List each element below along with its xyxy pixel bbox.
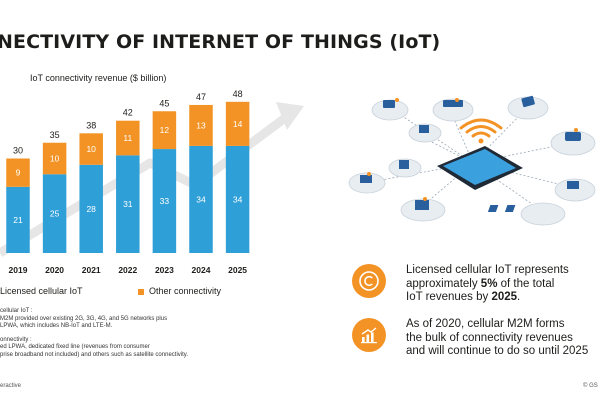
bar-other-connectivity-2020 [42,142,67,175]
fact2-line3: and will continue to do so until 2025 [406,345,589,357]
bar-licensed-cellular-2024 [189,145,213,253]
data-label-other-connectivity-2020: 10 [50,154,60,164]
legend-item-licensed-cellular: Licensed cellular IoT [0,286,83,296]
bar-licensed-cellular-2019 [6,186,30,253]
data-label-licensed-cellular-2024: 34 [196,194,206,204]
trend-arrow-head [276,102,304,130]
bar-other-connectivity-2024 [189,104,213,146]
total-label-2019: 30 [13,146,23,156]
bar-other-connectivity-2019 [6,158,30,187]
fact1-line3: IoT revenues by 2025. [406,291,521,303]
data-label-licensed-cellular-2019: 21 [13,215,23,225]
fact1-line2: approximately 5% of the total [406,277,555,290]
data-label-licensed-cellular-2025: 34 [233,194,243,204]
footer-left-text: eractive [0,383,22,389]
definitions-notes: cellular IoT : M2M provided over existin… [0,308,188,360]
total-label-2022: 42 [123,108,133,118]
note-other-line2: prise broadband not included) and others… [0,351,189,358]
note-other-heading: onnectivity : [0,336,32,343]
tablet-wifi-icon [437,118,523,190]
legend-label-other-connectivity: Other connectivity [149,286,222,296]
note-cellular-line1: M2M provided over existing 2G, 3G, 4G, a… [0,315,168,322]
copyright-icon [352,264,386,298]
bar-other-connectivity-2022 [116,120,140,156]
data-label-other-connectivity-2021: 10 [86,144,96,154]
bar-licensed-cellular-2020 [42,174,67,253]
bar-licensed-cellular-2021 [79,164,103,253]
data-label-licensed-cellular-2022: 31 [123,199,133,209]
note-other-line1: ed LPWA, dedicated fixed line (revenues … [0,344,150,351]
data-label-licensed-cellular-2023: 33 [160,196,170,206]
iot-revenue-chart: IoT connectivity revenue ($ billion) 21 9… [0,73,304,275]
x-tick-label-2022: 2022 [118,265,137,275]
bar-other-connectivity-2021 [79,133,103,165]
bar-chart-growth-icon [352,318,386,352]
total-label-2020: 35 [50,130,60,140]
legend-label-licensed-cellular: Licensed cellular IoT [0,286,83,296]
bar-licensed-cellular-2025 [225,145,250,253]
footer-copyright: © GS [583,383,598,389]
fact2-line2: the bulk of connectivity revenues [406,331,573,344]
note-cellular-heading: cellular IoT : [0,308,33,314]
total-label-2025: 48 [233,89,243,99]
legend-swatch-other-connectivity [138,288,144,295]
chart-title: IoT connectivity revenue ($ billion) [30,73,166,83]
x-tick-label-2025: 2025 [228,265,247,275]
bar-other-connectivity-2023 [152,111,177,150]
x-tick-label-2021: 2021 [82,265,101,275]
total-label-2024: 47 [196,92,206,102]
total-label-2023: 45 [159,98,169,108]
x-tick-label-2020: 2020 [45,265,64,275]
x-tick-label-2024: 2024 [192,265,211,275]
note-cellular-line2: LPWA, which includes NB-IoT and LTE-M. [0,323,113,330]
x-tick-label-2019: 2019 [9,265,28,275]
bars-group [6,101,250,253]
x-tick-label-2023: 2023 [155,265,174,275]
data-label-other-connectivity-2019: 9 [16,168,21,178]
bar-licensed-cellular-2022 [116,155,140,253]
data-label-other-connectivity-2025: 14 [233,119,243,129]
data-label-other-connectivity-2022: 11 [123,133,132,143]
fact2-line1: As of 2020, cellular M2M forms [406,318,565,330]
data-label-licensed-cellular-2020: 25 [50,209,60,219]
data-label-other-connectivity-2023: 12 [160,125,170,135]
legend-item-other-connectivity: Other connectivity [138,286,221,296]
fact1-line1: Licensed cellular IoT represents [406,264,569,276]
bar-licensed-cellular-2023 [152,149,177,253]
total-label-2021: 38 [86,120,96,130]
page-title: NECTIVITY OF INTERNET OF THINGS (IoT) [0,31,441,53]
labels-group: 21 9 30 2019 25 10 35 2020 28 10 38 2021 31 11 42 2022 3… [9,89,248,275]
iot-devices-network-icon [348,95,596,226]
data-label-licensed-cellular-2021: 28 [86,204,96,214]
bar-other-connectivity-2025 [225,101,250,146]
data-label-other-connectivity-2024: 13 [196,120,206,130]
